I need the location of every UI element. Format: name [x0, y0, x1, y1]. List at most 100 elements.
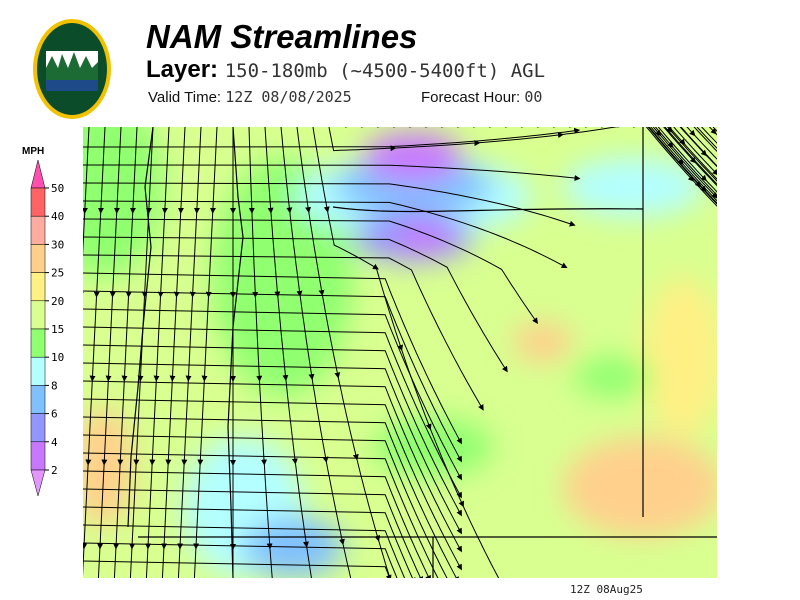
streamline	[177, 546, 181, 578]
streamline	[83, 542, 398, 578]
streamline	[712, 127, 717, 132]
legend-tick: 2	[51, 464, 58, 477]
streamline	[129, 127, 138, 214]
legend-tick: 4	[51, 436, 58, 449]
streamline	[113, 127, 122, 214]
streamline	[693, 127, 717, 152]
streamline	[117, 378, 125, 466]
streamline	[673, 127, 717, 176]
wind-speed-area	[563, 437, 717, 537]
streamline	[617, 127, 684, 165]
streamline	[393, 140, 481, 149]
streamline	[161, 546, 165, 578]
wind-speed-area	[363, 132, 463, 182]
streamline	[145, 462, 153, 550]
streamline	[97, 462, 105, 550]
streamline	[263, 462, 273, 550]
streamline	[285, 378, 298, 465]
streamline	[648, 127, 707, 193]
streamline	[83, 182, 576, 227]
streamline	[462, 504, 500, 578]
streamline	[83, 127, 581, 148]
valid-label: Valid Time:	[148, 89, 222, 106]
streamline	[296, 127, 312, 214]
streamline	[342, 542, 352, 578]
streamline	[129, 462, 137, 550]
legend-tick: 30	[51, 238, 64, 251]
wind-speed-area	[563, 157, 703, 217]
streamline	[647, 127, 702, 188]
legend-swatch-4-6	[30, 413, 46, 443]
streamline	[251, 210, 259, 298]
streamline	[197, 378, 205, 466]
streamline	[209, 127, 218, 214]
streamline	[83, 470, 431, 578]
streamline	[693, 160, 717, 187]
streamline	[400, 348, 432, 431]
streamline	[193, 462, 201, 550]
streamline	[113, 462, 121, 550]
streamline	[161, 127, 170, 214]
streamline	[83, 560, 392, 578]
wind-speed-area	[513, 322, 573, 362]
streamline	[377, 538, 391, 578]
streamline	[701, 127, 717, 144]
wind-speed-legend: 50 40 30 25 20 15 10 8 6 4 2	[30, 160, 64, 497]
streamline	[101, 378, 109, 466]
streamline	[714, 131, 717, 136]
streamline	[83, 127, 90, 214]
streamline	[83, 546, 85, 577]
streamline	[248, 127, 255, 214]
streamline	[704, 153, 717, 168]
streamline	[105, 294, 114, 382]
streamline	[173, 210, 182, 298]
streamline	[83, 416, 459, 578]
streamline	[113, 546, 117, 578]
streamline	[193, 546, 197, 578]
streamline	[83, 164, 581, 181]
streamline	[337, 375, 359, 461]
layer-label: Layer:	[146, 56, 219, 83]
legend-swatch-2-4	[30, 441, 46, 471]
streamline	[704, 178, 717, 193]
legend-swatch-10-15	[30, 328, 46, 358]
streamline	[129, 546, 133, 578]
streamline	[97, 127, 106, 214]
streamline	[157, 210, 166, 298]
legend-swatch-30-40	[30, 215, 46, 245]
streamline	[83, 434, 451, 578]
forecast-label: Forecast Hour:	[421, 89, 521, 106]
legend-swatch-20-25	[30, 272, 46, 302]
forecast-value: 00	[524, 88, 543, 106]
wind-speed-area	[393, 222, 453, 252]
streamline	[165, 378, 173, 466]
streamline	[704, 189, 717, 204]
streamline	[270, 210, 281, 298]
streamline	[145, 546, 149, 578]
streamline	[83, 308, 462, 481]
streamline	[477, 132, 564, 144]
wind-speed-area	[643, 277, 717, 437]
legend-tick: 40	[51, 210, 64, 223]
streamline	[679, 127, 707, 157]
streamline	[601, 127, 674, 148]
streamline	[83, 290, 462, 463]
streamline	[299, 293, 315, 381]
streamline	[264, 127, 274, 214]
streamline	[97, 546, 101, 578]
streamline	[83, 380, 462, 553]
streamline	[83, 488, 423, 578]
streamline	[693, 133, 717, 160]
streamline	[141, 210, 150, 298]
streamline	[83, 254, 484, 411]
legend-tick: 15	[51, 323, 64, 336]
streamline	[177, 462, 185, 550]
streamline	[137, 294, 146, 382]
oregon-department-of-forestry-logo	[33, 19, 111, 119]
legend-tick: 20	[51, 295, 64, 308]
valid-time: Valid Time: 12Z 08/08/2025	[148, 88, 352, 106]
streamline	[668, 127, 686, 146]
streamline	[289, 210, 303, 297]
streamline	[83, 398, 462, 571]
streamline	[177, 127, 186, 214]
